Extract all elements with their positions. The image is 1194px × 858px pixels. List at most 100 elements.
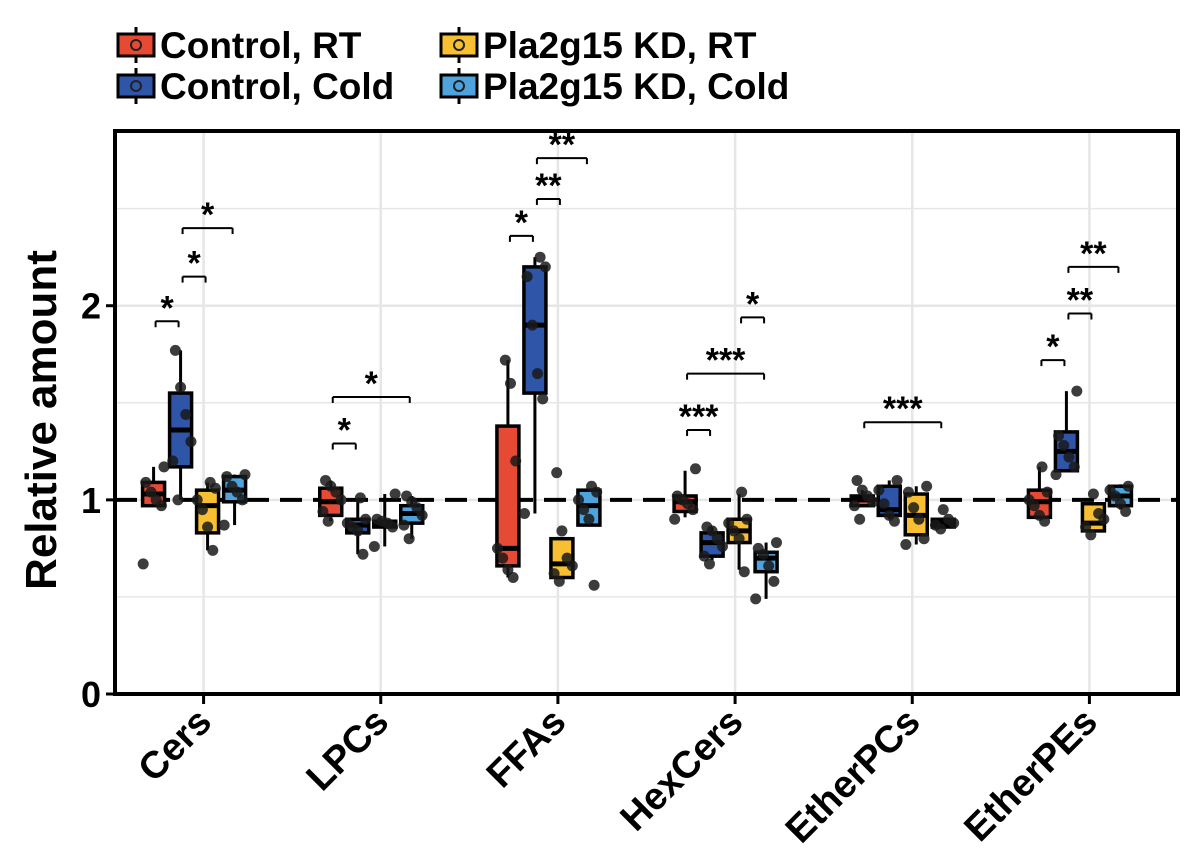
data-point — [586, 480, 598, 492]
data-point — [492, 542, 504, 554]
data-point — [1071, 385, 1083, 397]
data-point — [320, 474, 332, 486]
data-point — [723, 517, 735, 529]
data-point — [360, 513, 372, 525]
significance-cers: * — [154, 289, 180, 328]
significance-cers: * — [181, 196, 234, 235]
y-axis: 0 1 2 — [81, 286, 115, 715]
x-tick-label-etherpes: EtherPEs — [957, 701, 1106, 850]
data-point — [180, 408, 192, 420]
data-point — [204, 476, 216, 488]
points-group — [137, 251, 1134, 605]
plot-frame — [113, 129, 1180, 696]
data-point — [1036, 461, 1048, 473]
data-point — [507, 572, 519, 584]
box-body — [522, 265, 548, 395]
data-point — [354, 492, 366, 504]
data-point — [521, 271, 533, 283]
data-point — [551, 467, 563, 479]
data-point — [716, 540, 728, 552]
significance-hexcers: *** — [686, 342, 766, 380]
data-point — [1087, 488, 1099, 500]
data-point — [526, 319, 538, 331]
data-point — [921, 480, 933, 492]
data-point — [502, 564, 514, 576]
data-point — [191, 494, 203, 506]
data-point — [913, 513, 925, 525]
data-point — [750, 593, 762, 605]
data-point — [578, 504, 590, 516]
data-point — [736, 486, 748, 498]
data-point — [883, 509, 895, 521]
data-point — [236, 494, 248, 506]
legend-key-pla2g15-kd-cold — [439, 73, 479, 99]
data-point — [1050, 469, 1062, 481]
legend-point — [130, 80, 142, 92]
legend-item-control-cold: Control, Cold — [116, 66, 394, 107]
grid — [115, 131, 1178, 694]
legend-item-control-rt: Control, RT — [116, 25, 362, 66]
data-point — [1114, 498, 1126, 510]
x-axis: Cers LPCs FFAs HexCers EtherPCs EtherPEs — [130, 694, 1106, 852]
legend-point — [453, 80, 465, 92]
data-point — [878, 498, 890, 510]
data-point — [1085, 529, 1097, 541]
data-point — [873, 484, 885, 496]
data-point — [357, 548, 369, 560]
data-point — [1033, 509, 1045, 521]
significance-label: *** — [883, 390, 923, 428]
significance-hexcers: * — [740, 285, 766, 324]
significance-label: *** — [706, 342, 746, 380]
data-point — [851, 474, 863, 486]
significance-label: * — [160, 289, 174, 327]
box-ffas-control-cold — [522, 257, 548, 514]
significance-hexcers: *** — [679, 398, 719, 436]
significance-etherpcs: *** — [863, 390, 943, 429]
significance-label: ** — [1080, 235, 1107, 273]
data-point — [322, 515, 334, 527]
data-point — [854, 513, 866, 525]
significance-label: ** — [1067, 281, 1094, 319]
legend-label: Pla2g15 KD, Cold — [483, 66, 789, 107]
data-point — [510, 455, 522, 467]
y-tick-label: 2 — [81, 286, 101, 327]
data-point — [741, 513, 753, 525]
significance-cers: * — [181, 245, 207, 283]
data-point — [738, 566, 750, 578]
significance-ffas: * — [508, 204, 534, 242]
data-point — [401, 490, 413, 502]
legend-item-pla2g15-kd-cold: Pla2g15 KD, Cold — [439, 66, 789, 107]
y-tick-label: 1 — [81, 480, 101, 521]
x-tick-label-lpcs: LPCs — [299, 701, 397, 799]
data-point — [856, 484, 868, 496]
data-point — [317, 506, 329, 518]
significance-label: ** — [535, 167, 562, 205]
legend-point — [130, 39, 142, 51]
data-point — [519, 507, 531, 519]
data-point — [167, 455, 179, 467]
data-point — [218, 519, 230, 531]
significance-label: * — [187, 245, 201, 283]
data-point — [573, 494, 585, 506]
significance-label: *** — [679, 398, 719, 436]
data-point — [145, 486, 157, 498]
data-point — [942, 513, 954, 525]
data-point — [226, 480, 238, 492]
data-point — [671, 490, 683, 502]
data-point — [1080, 521, 1092, 533]
x-tick-label-etherpcs: EtherPCs — [778, 701, 929, 852]
data-point — [891, 474, 903, 486]
data-point — [537, 393, 549, 405]
legend-label: Control, RT — [160, 25, 362, 66]
data-point — [221, 471, 233, 483]
data-point — [669, 513, 681, 525]
significance-etherpes: ** — [1067, 281, 1094, 320]
legend-point — [453, 39, 465, 51]
data-point — [583, 513, 595, 525]
data-point — [1068, 461, 1080, 473]
data-point — [908, 502, 920, 514]
data-point — [770, 537, 782, 549]
data-point — [534, 251, 546, 263]
data-point — [703, 558, 715, 570]
